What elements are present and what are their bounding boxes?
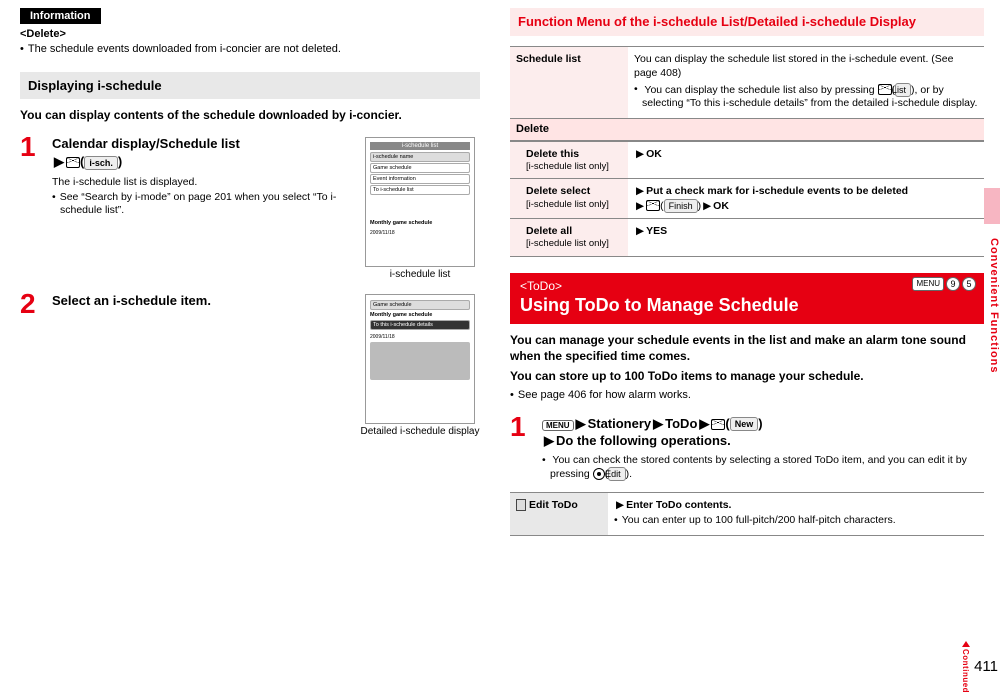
information-tab: Information (20, 8, 101, 24)
phone1-title: i-schedule list (370, 142, 470, 150)
continued-label: Continued (961, 649, 970, 693)
phone1-row-2: To i-schedule list (370, 185, 470, 195)
step-1-sub2: See “Search by i-mode” on page 201 when … (52, 191, 350, 218)
step-2-number: 2 (20, 290, 42, 437)
key-5: 5 (962, 277, 976, 291)
todo-bullet-1b: ). (626, 468, 632, 480)
schedule-list-head: Schedule list (510, 47, 628, 118)
phone-screenshot-1: i-schedule list i-schedule name Game sch… (365, 137, 475, 267)
delete-select-sub: [i-schedule list only] (526, 199, 622, 212)
soft-btn-list: List (895, 83, 911, 97)
schedule-list-body2: You can display the schedule list also b… (634, 83, 978, 111)
lead-text-1: You can display contents of the schedule… (20, 107, 480, 123)
page-footer: Continued 411 (961, 641, 998, 693)
side-tab-label: Convenient Functions (984, 224, 1000, 388)
todo-stationery: Stationery (588, 416, 652, 431)
schedule-list-body1: You can display the schedule list stored… (634, 52, 978, 80)
soft-btn-finish: Finish (664, 199, 698, 213)
phone2-row-1: Monthly game schedule (370, 312, 470, 318)
delete-all-body: YES (646, 225, 667, 237)
edit-todo-body2: You can enter up to 100 full-pitch/200 h… (614, 514, 978, 528)
soft-btn-edit: Edit (608, 467, 626, 481)
step-1-number: 1 (20, 133, 42, 280)
mail-icon (711, 419, 725, 430)
phone2-date: 2009/11/18 (370, 334, 470, 340)
document-icon (516, 499, 526, 511)
step-1-sub1: The i-schedule list is displayed. (52, 175, 350, 189)
delete-this-head: Delete this (526, 148, 579, 160)
todo-step-1-number: 1 (510, 413, 532, 484)
step-1-title: Calendar display/Schedule list ▶(i-sch.) (52, 135, 350, 170)
todo-step-line2: Do the following operations. (556, 433, 731, 448)
delete-select-body1: Put a check mark for i-schedule events t… (646, 185, 908, 197)
soft-btn-isch: i-sch. (84, 156, 118, 170)
delete-note: The schedule events downloaded from i-co… (20, 42, 480, 56)
todo-big-label: Using ToDo to Manage Schedule (520, 295, 974, 316)
todo-todo: ToDo (665, 416, 697, 431)
phone2-row-0: Game schedule (370, 300, 470, 310)
delete-label: <Delete> (20, 28, 66, 40)
delete-select-head: Delete select (526, 185, 590, 197)
step-2-title: Select an i-schedule item. (52, 292, 350, 310)
todo-step-bullet: You can check the stored contents by sel… (542, 454, 984, 482)
mail-icon (646, 200, 660, 211)
mail-icon (66, 157, 80, 168)
edit-todo-head: Edit ToDo (529, 499, 578, 511)
step-1-title-text: Calendar display/Schedule list (52, 136, 240, 151)
todo-note: See page 406 for how alarm works. (510, 388, 984, 402)
center-button-icon (593, 468, 605, 480)
delete-section-header: Delete (510, 118, 984, 141)
pink-heading-function-menu: Function Menu of the i-schedule List/Det… (510, 8, 984, 36)
soft-btn-new: New (730, 417, 759, 431)
phone2-caption: Detailed i-schedule display (360, 426, 480, 437)
delete-this-sub: [i-schedule list only] (526, 161, 622, 174)
phone2-row-2: To this i-schedule details (370, 320, 470, 330)
menu-key-button: MENU (912, 277, 944, 291)
page-number: 411 (974, 658, 998, 675)
delete-all-head: Delete all (526, 225, 572, 237)
edit-todo-body1: Enter ToDo contents. (626, 499, 731, 511)
menu-key-inline: MENU (542, 420, 574, 431)
mail-icon (878, 84, 892, 95)
phone-screenshot-2: Game schedule Monthly game schedule To t… (365, 294, 475, 424)
phone1-caption: i-schedule list (360, 269, 480, 280)
phone1-row-1: Event information (370, 174, 470, 184)
phone1-row-0: Game schedule (370, 163, 470, 173)
todo-step-1-title: MENU▶Stationery▶ToDo▶(New) ▶Do the follo… (542, 415, 984, 450)
todo-section-header: <ToDo> Using ToDo to Manage Schedule MEN… (510, 273, 984, 324)
grey-heading-displaying: Displaying i-schedule (20, 72, 480, 99)
side-tab: Convenient Functions (984, 188, 1000, 388)
schedule-list-body2a: You can display the schedule list also b… (644, 83, 877, 95)
phone1-row-head: i-schedule name (370, 152, 470, 162)
delete-select-body2: OK (713, 200, 729, 212)
todo-lead-2: You can store up to 100 ToDo items to ma… (510, 368, 984, 384)
delete-this-body: OK (646, 148, 662, 160)
todo-lead-1: You can manage your schedule events in t… (510, 332, 984, 364)
phone1-date: 2009/11/18 (370, 230, 470, 236)
key-9: 9 (946, 277, 960, 291)
edit-todo-table: Edit ToDo ▶Enter ToDo contents. You can … (510, 492, 984, 536)
function-menu-table: Schedule list You can display the schedu… (510, 46, 984, 257)
delete-all-sub: [i-schedule list only] (526, 238, 622, 251)
todo-small-label: <ToDo> (520, 279, 974, 293)
continued-arrow-icon (962, 641, 970, 647)
phone1-monthly: Monthly game schedule (370, 220, 470, 226)
